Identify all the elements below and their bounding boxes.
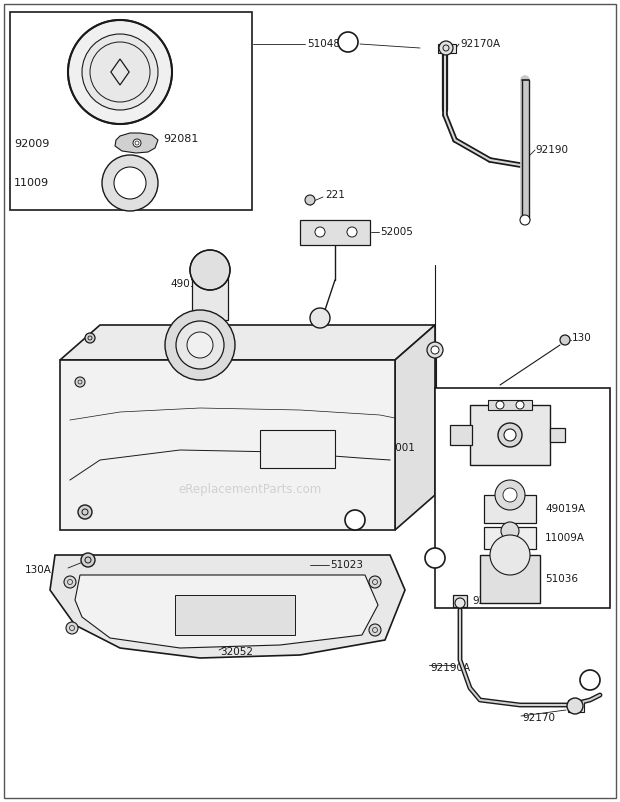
Bar: [470, 405, 550, 465]
Circle shape: [68, 20, 172, 124]
Text: 51048: 51048: [307, 39, 340, 49]
Polygon shape: [115, 133, 158, 153]
Bar: [260, 430, 335, 468]
Circle shape: [501, 522, 519, 540]
Bar: [192, 270, 228, 320]
Circle shape: [431, 346, 439, 354]
Circle shape: [490, 535, 530, 575]
Circle shape: [580, 670, 600, 690]
Text: 92190A: 92190A: [430, 663, 470, 673]
Text: 92170A: 92170A: [380, 350, 420, 360]
Circle shape: [75, 377, 85, 387]
Circle shape: [520, 215, 530, 225]
Text: 92170A: 92170A: [460, 39, 500, 49]
Circle shape: [369, 624, 381, 636]
Text: 49019: 49019: [170, 279, 203, 289]
Circle shape: [516, 401, 524, 409]
Text: 49019A: 49019A: [545, 504, 585, 514]
Bar: [484, 495, 536, 523]
Circle shape: [504, 429, 516, 441]
Text: B: B: [587, 675, 593, 685]
Circle shape: [455, 598, 465, 608]
Circle shape: [310, 308, 330, 328]
Bar: [438, 44, 456, 53]
Circle shape: [496, 401, 504, 409]
Circle shape: [102, 155, 158, 211]
Circle shape: [81, 553, 95, 567]
Text: 11009A: 11009A: [545, 533, 585, 543]
Text: 130A: 130A: [25, 565, 52, 575]
Polygon shape: [395, 325, 435, 530]
Text: 32052: 32052: [220, 647, 253, 657]
Bar: [484, 527, 536, 549]
Text: 187: 187: [100, 325, 120, 335]
Circle shape: [114, 167, 146, 199]
Text: 51036: 51036: [545, 574, 578, 584]
Polygon shape: [175, 595, 295, 635]
Circle shape: [315, 227, 325, 237]
Text: 221: 221: [325, 190, 345, 200]
Polygon shape: [300, 220, 370, 245]
Circle shape: [176, 321, 224, 369]
Text: A: A: [345, 37, 352, 47]
Text: 92081: 92081: [163, 134, 198, 144]
Text: 51001: 51001: [382, 443, 415, 453]
Circle shape: [85, 333, 95, 343]
Bar: [480, 555, 540, 603]
Circle shape: [347, 227, 357, 237]
Text: 130: 130: [572, 333, 591, 343]
Bar: [550, 428, 565, 442]
Text: 11009: 11009: [14, 178, 49, 188]
Circle shape: [503, 488, 517, 502]
Text: 51023: 51023: [330, 560, 363, 570]
Circle shape: [187, 332, 213, 358]
Circle shape: [338, 32, 358, 52]
Text: 92170: 92170: [472, 596, 505, 606]
Circle shape: [369, 576, 381, 588]
Circle shape: [305, 195, 315, 205]
Circle shape: [82, 34, 158, 110]
Circle shape: [78, 505, 92, 519]
Polygon shape: [50, 555, 405, 658]
Circle shape: [133, 139, 141, 147]
Circle shape: [567, 698, 583, 714]
Bar: [450, 425, 472, 445]
Bar: [453, 595, 467, 607]
Circle shape: [425, 548, 445, 568]
Circle shape: [560, 335, 570, 345]
Bar: [435, 388, 610, 608]
Polygon shape: [75, 575, 378, 648]
Bar: [488, 400, 532, 410]
Text: 92170: 92170: [522, 713, 555, 723]
Circle shape: [427, 342, 443, 358]
Text: 52005: 52005: [380, 227, 413, 237]
Circle shape: [190, 250, 230, 290]
Bar: [568, 700, 584, 712]
Text: eReplacementParts.com: eReplacementParts.com: [179, 484, 322, 496]
Polygon shape: [60, 360, 395, 530]
Circle shape: [495, 480, 525, 510]
Circle shape: [66, 622, 78, 634]
Circle shape: [439, 41, 453, 55]
Circle shape: [64, 576, 76, 588]
Text: A: A: [352, 515, 358, 525]
Circle shape: [498, 423, 522, 447]
Circle shape: [165, 310, 235, 380]
Polygon shape: [60, 325, 435, 360]
Bar: [10, 12, 252, 210]
Text: 92190: 92190: [535, 145, 568, 155]
Text: 92009: 92009: [14, 139, 50, 149]
Circle shape: [345, 510, 365, 530]
Text: B: B: [432, 553, 438, 563]
